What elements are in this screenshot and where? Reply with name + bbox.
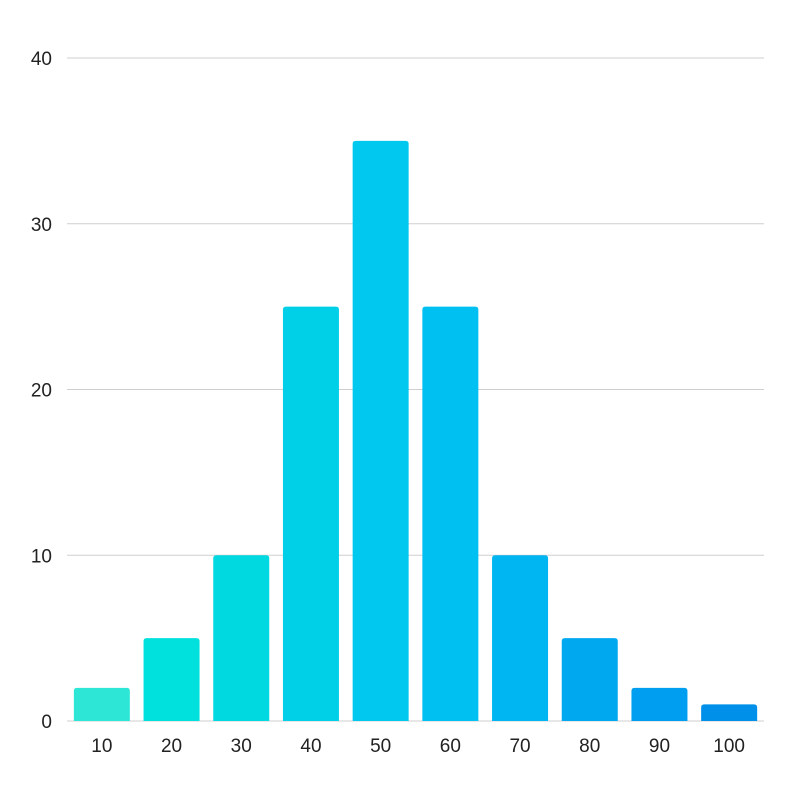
bar-30 bbox=[213, 555, 270, 721]
x-tick-label-50: 50 bbox=[370, 736, 391, 757]
x-tick-label-100: 100 bbox=[713, 736, 745, 757]
bar-70 bbox=[492, 555, 549, 721]
x-tick-label-20: 20 bbox=[161, 736, 182, 757]
bar-100 bbox=[701, 704, 758, 721]
bar-80 bbox=[561, 638, 618, 721]
y-tick-label-30: 30 bbox=[31, 215, 52, 236]
x-tick-label-90: 90 bbox=[649, 736, 670, 757]
bar-90 bbox=[631, 687, 688, 721]
bar-20 bbox=[143, 638, 200, 721]
y-tick-label-40: 40 bbox=[31, 49, 52, 70]
x-tick-label-30: 30 bbox=[231, 736, 252, 757]
y-axis-tick-labels: 0 10 20 30 40 bbox=[31, 49, 52, 733]
x-tick-label-60: 60 bbox=[440, 736, 461, 757]
bar-40 bbox=[282, 306, 339, 721]
bar-10 bbox=[73, 687, 130, 721]
bar-50 bbox=[352, 140, 409, 721]
grid-layer bbox=[67, 57, 764, 722]
x-axis-tick-labels: 10 20 30 40 50 60 70 80 90 100 bbox=[91, 736, 745, 757]
x-tick-label-70: 70 bbox=[509, 736, 530, 757]
x-tick-label-10: 10 bbox=[91, 736, 112, 757]
x-tick-label-80: 80 bbox=[579, 736, 600, 757]
y-tick-label-10: 10 bbox=[31, 546, 52, 567]
y-tick-label-0: 0 bbox=[41, 712, 52, 733]
x-tick-label-40: 40 bbox=[300, 736, 321, 757]
bars-layer bbox=[73, 140, 758, 721]
bar-60 bbox=[422, 306, 479, 721]
y-tick-label-20: 20 bbox=[31, 381, 52, 402]
